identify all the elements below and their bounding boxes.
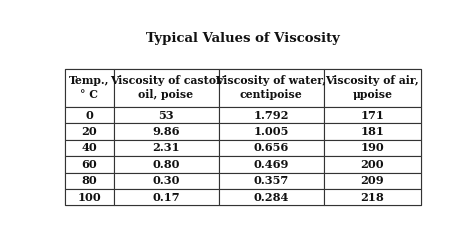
Text: 20: 20 [81,126,97,137]
Text: 0.80: 0.80 [152,159,180,170]
Bar [324,107,421,123]
Bar [65,68,113,107]
Text: 190: 190 [360,142,384,154]
Text: 0.469: 0.469 [254,159,289,170]
Text: Viscosity of air,
μpoise: Viscosity of air, μpoise [326,75,419,100]
Text: 9.86: 9.86 [152,126,180,137]
Bar [65,173,113,189]
Text: 53: 53 [158,110,174,121]
Bar [65,140,113,156]
Text: Typical Values of Viscosity: Typical Values of Viscosity [146,32,340,45]
Text: Viscosity of water,
centipoise: Viscosity of water, centipoise [216,75,327,100]
Bar [113,107,219,123]
Text: Temp.,
° C: Temp., ° C [69,75,109,100]
Text: 0.17: 0.17 [152,192,180,203]
Text: 1.005: 1.005 [254,126,289,137]
Text: 0.284: 0.284 [254,192,289,203]
Text: 209: 209 [361,175,384,186]
Text: 0.30: 0.30 [152,175,180,186]
Bar [219,68,324,107]
Bar [113,156,219,173]
Bar [324,123,421,140]
Bar [219,173,324,189]
Bar [113,68,219,107]
Bar [324,140,421,156]
Text: 218: 218 [360,192,384,203]
Text: 40: 40 [81,142,97,154]
Text: 100: 100 [77,192,101,203]
Bar [324,173,421,189]
Bar [65,156,113,173]
Bar [219,140,324,156]
Bar [65,189,113,205]
Bar [219,189,324,205]
Bar [113,140,219,156]
Bar [65,68,421,205]
Bar [219,107,324,123]
Text: 2.31: 2.31 [152,142,180,154]
Bar [65,107,113,123]
Text: 200: 200 [361,159,384,170]
Text: 0.656: 0.656 [254,142,289,154]
Bar [113,189,219,205]
Text: 1.792: 1.792 [253,110,289,121]
Bar [219,123,324,140]
Bar [113,123,219,140]
Bar [113,173,219,189]
Text: Viscosity of castor
oil, poise: Viscosity of castor oil, poise [110,75,222,100]
Bar [219,156,324,173]
Text: 80: 80 [81,175,97,186]
Text: 0.357: 0.357 [254,175,289,186]
Bar [324,156,421,173]
Bar [65,123,113,140]
Bar [324,189,421,205]
Text: 181: 181 [360,126,384,137]
Text: 171: 171 [360,110,384,121]
Text: 60: 60 [81,159,97,170]
Bar [324,68,421,107]
Text: 0: 0 [85,110,93,121]
